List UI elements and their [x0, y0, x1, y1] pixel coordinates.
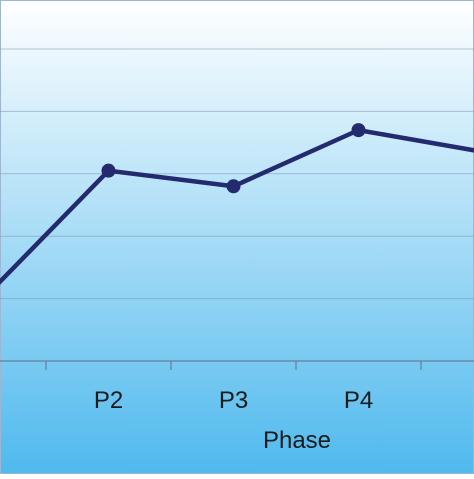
- x-tick-label-p4: P4: [344, 387, 373, 414]
- x-tick-label-p3: P3: [219, 387, 248, 414]
- x-tick-labels: P2 P3 P4: [94, 387, 373, 414]
- x-axis-title: Phase: [263, 427, 331, 454]
- x-tick-label-p2: P2: [94, 387, 123, 414]
- data-point-p3: [226, 179, 241, 194]
- data-point-p4: [351, 123, 366, 138]
- x-axis: [0, 360, 474, 370]
- series-line-group: [0, 123, 474, 285]
- gridlines: [0, 48, 474, 300]
- data-point-p2: [101, 163, 116, 178]
